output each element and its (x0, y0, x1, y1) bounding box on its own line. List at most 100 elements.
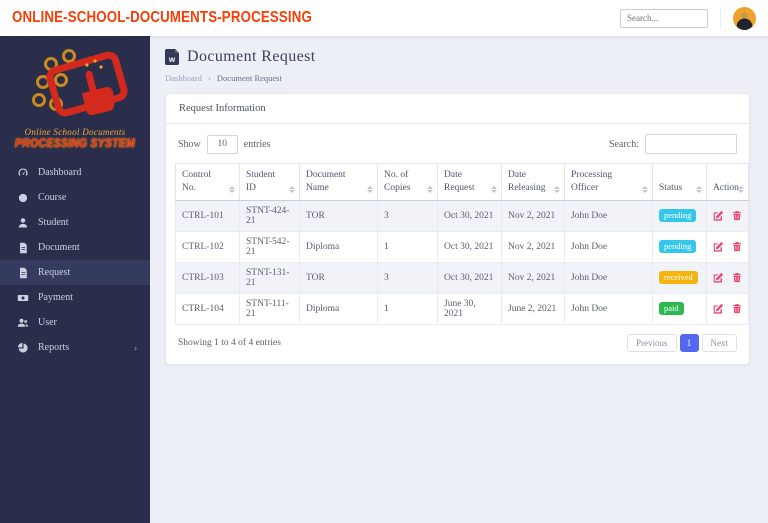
student-id-cell: STNT-542-21 (239, 230, 300, 263)
edit-icon[interactable] (713, 241, 724, 252)
column-header-date-releasing[interactable]: Date Releasing (501, 163, 565, 201)
table-search-label: Search: (609, 138, 639, 150)
status-badge: paid (659, 302, 684, 316)
edit-icon[interactable] (713, 210, 724, 221)
student-id-cell: STNT-424-21 (239, 199, 300, 232)
table-header-row: Control No. Student ID Document Name No.… (175, 163, 749, 201)
sort-icon (229, 185, 235, 193)
previous-page-button[interactable]: Previous (627, 333, 677, 352)
officer-cell: John Doe (564, 261, 653, 294)
document-name-cell: TOR (299, 261, 378, 294)
breadcrumb-dashboard-link[interactable]: Dashboard (165, 73, 202, 83)
sidebar-item-student[interactable]: Student (0, 210, 150, 235)
sidebar-logo: Online School Documents PROCESSING SYSTE… (0, 36, 150, 150)
action-cell (706, 261, 749, 294)
sort-icon (642, 185, 648, 193)
status-cell: paid (652, 292, 707, 325)
table-body: CTRL-101 STNT-424-21 TOR 3 Oct 30, 2021 Nov 2… (175, 199, 749, 325)
pagination: Previous 1 Next (627, 333, 737, 352)
sidebar-item-reports[interactable]: Reports › (0, 335, 150, 360)
sidebar-item-dashboard[interactable]: Dashboard (0, 160, 150, 185)
student-id-cell: STNT-111-21 (239, 292, 300, 325)
next-page-button[interactable]: Next (701, 333, 737, 352)
topbar: ONLINE-SCHOOL-DOCUMENTS-PROCESSING (0, 0, 768, 36)
page-title: Document Request (187, 48, 316, 65)
sidebar-item-label: User (38, 317, 57, 328)
table-search-input[interactable] (645, 134, 737, 154)
column-header-status[interactable]: Status (652, 163, 707, 201)
column-header-action[interactable]: Action (706, 163, 749, 201)
people-icon (17, 317, 29, 329)
sort-icon (427, 185, 433, 193)
status-cell: received (652, 261, 707, 294)
main-content: w Document Request Dashboard › Document … (150, 36, 768, 523)
document-name-cell: Diploma (299, 230, 378, 263)
copies-cell: 1 (377, 292, 438, 325)
table-row: CTRL-103 STNT-131-21 TOR 3 Oct 30, 2021 Nov 2… (175, 261, 749, 294)
show-label: Show (178, 138, 201, 150)
entries-count-select[interactable]: 10 (206, 134, 238, 154)
sidebar-item-label: Payment (38, 292, 73, 303)
delete-icon[interactable] (732, 241, 742, 252)
column-header-control-no[interactable]: Control No. (175, 163, 240, 201)
table-row: CTRL-102 STNT-542-21 Diploma 1 Oct 30, 2021 N… (175, 230, 749, 263)
page-1-button[interactable]: 1 (679, 333, 699, 352)
date-releasing-cell: June 2, 2021 (501, 292, 565, 325)
edit-icon[interactable] (713, 272, 724, 283)
date-request-cell: June 30, 2021 (437, 292, 502, 325)
column-header-document-name[interactable]: Document Name (299, 163, 378, 201)
card-title: Request Information (166, 94, 749, 124)
sort-icon (738, 185, 744, 193)
topbar-divider (720, 7, 721, 29)
edit-icon[interactable] (713, 303, 724, 314)
speedometer-icon (17, 167, 29, 179)
pie-chart-icon (17, 342, 29, 354)
column-header-no-of-copies[interactable]: No. of Copies (377, 163, 438, 201)
breadcrumb-separator-icon: › (207, 73, 211, 83)
delete-icon[interactable] (732, 272, 742, 283)
sidebar-item-label: Document (38, 242, 80, 253)
sidebar-item-payment[interactable]: Payment (0, 285, 150, 310)
user-avatar[interactable] (733, 6, 756, 30)
officer-cell: John Doe (564, 199, 653, 232)
sidebar-item-label: Dashboard (38, 167, 82, 178)
sidebar-item-user[interactable]: User (0, 310, 150, 335)
delete-icon[interactable] (732, 210, 742, 221)
officer-cell: John Doe (564, 292, 653, 325)
date-releasing-cell: Nov 2, 2021 (501, 230, 565, 263)
svg-text:w: w (168, 55, 176, 64)
person-icon (17, 217, 29, 229)
topbar-search-input[interactable] (620, 8, 708, 28)
sidebar-item-course[interactable]: Course (0, 185, 150, 210)
sidebar-item-label: Request (38, 267, 71, 278)
breadcrumb: Dashboard › Document Request (165, 73, 750, 83)
copies-cell: 3 (377, 199, 438, 232)
column-header-processing-officer[interactable]: Processing Officer (564, 163, 653, 201)
status-badge: pending (659, 240, 697, 254)
file-icon (17, 267, 29, 279)
control-no-cell: CTRL-103 (175, 261, 240, 294)
entries-summary: Showing 1 to 4 of 4 entries (178, 337, 281, 348)
status-cell: pending (652, 199, 707, 232)
sort-icon (289, 185, 295, 193)
sidebar-item-request[interactable]: Request (0, 260, 150, 285)
sidebar-item-document[interactable]: Document (0, 235, 150, 260)
delete-icon[interactable] (732, 303, 742, 314)
sidebar: Online School Documents PROCESSING SYSTE… (0, 36, 150, 523)
file-icon (17, 242, 29, 254)
date-request-cell: Oct 30, 2021 (437, 230, 502, 263)
logo-artwork-icon (32, 49, 128, 117)
request-information-card: Request Information Show 10 entries Sear… (165, 93, 750, 365)
chevron-right-icon: › (134, 342, 137, 353)
column-header-date-request[interactable]: Date Request (437, 163, 502, 201)
sidebar-item-label: Student (38, 217, 69, 228)
copies-cell: 1 (377, 230, 438, 263)
table-row: CTRL-101 STNT-424-21 TOR 3 Oct 30, 2021 Nov 2… (175, 199, 749, 232)
column-header-student-id[interactable]: Student ID (239, 163, 300, 201)
date-request-cell: Oct 30, 2021 (437, 261, 502, 294)
breadcrumb-current: Document Request (216, 73, 282, 83)
sort-icon (554, 185, 560, 193)
date-releasing-cell: Nov 2, 2021 (501, 199, 565, 232)
sidebar-item-label: Course (38, 192, 67, 203)
logo-system-text: PROCESSING SYSTEM (14, 138, 136, 150)
